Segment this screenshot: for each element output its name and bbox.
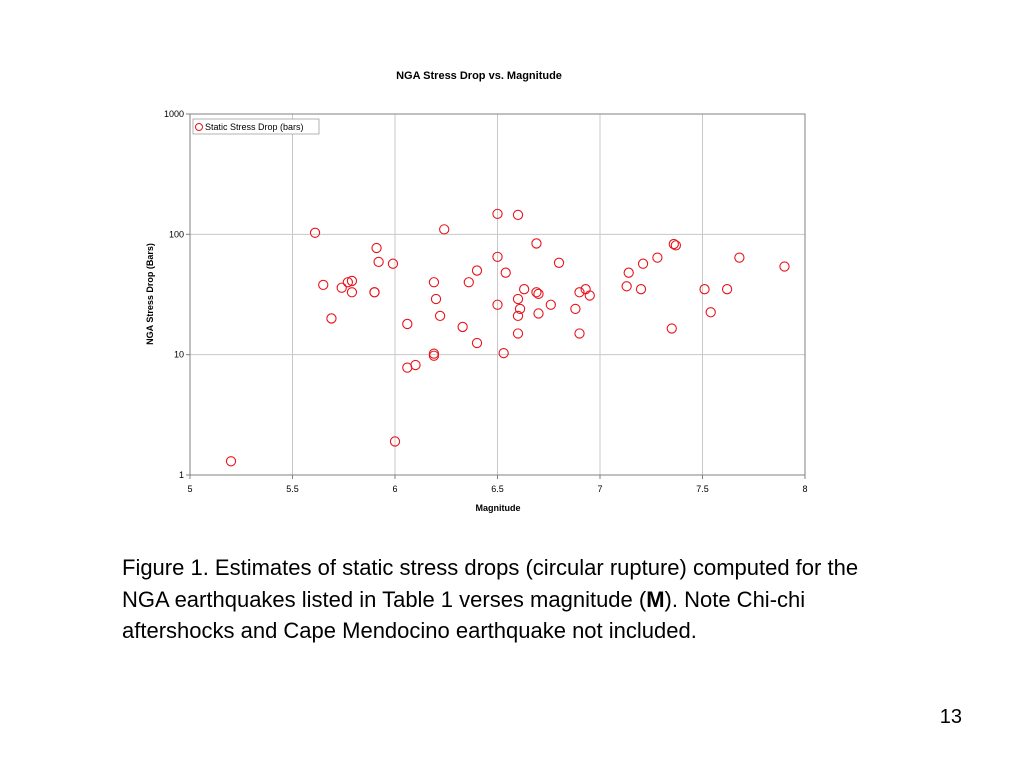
data-point bbox=[492, 208, 503, 219]
data-point bbox=[387, 258, 399, 269]
data-point bbox=[533, 308, 544, 319]
data-point bbox=[734, 252, 745, 263]
data-point bbox=[318, 279, 329, 291]
data-point bbox=[584, 290, 595, 301]
data-points bbox=[225, 208, 790, 467]
data-point bbox=[512, 293, 524, 305]
data-point bbox=[389, 436, 401, 447]
x-tick-label: 5.5 bbox=[286, 484, 299, 494]
y-tick-label: 1 bbox=[179, 470, 184, 480]
data-point bbox=[336, 282, 347, 293]
y-tick-label: 10 bbox=[174, 350, 184, 360]
data-point bbox=[346, 287, 358, 298]
data-point bbox=[498, 347, 509, 359]
data-point bbox=[500, 267, 511, 278]
data-point bbox=[779, 261, 790, 272]
data-point bbox=[531, 238, 542, 249]
legend-marker-circle-icon bbox=[195, 123, 203, 131]
data-point bbox=[699, 284, 710, 295]
data-point bbox=[623, 267, 634, 278]
scatter-chart: NGA Stress Drop vs. Magnitude 5 5.5 6 6.5 7 7… bbox=[145, 70, 808, 513]
legend-box bbox=[192, 118, 320, 135]
x-axis-title: Magnitude bbox=[476, 503, 521, 513]
x-tick-label: 7.5 bbox=[696, 484, 709, 494]
data-point bbox=[428, 277, 440, 288]
data-point bbox=[225, 456, 237, 467]
data-point bbox=[410, 359, 421, 371]
data-point bbox=[570, 303, 581, 315]
data-point bbox=[309, 227, 321, 238]
x-tick-label: 6.5 bbox=[491, 484, 504, 494]
y-tick-label: 100 bbox=[169, 229, 184, 239]
data-point bbox=[457, 321, 468, 333]
data-point bbox=[553, 257, 565, 268]
x-tick-label: 6 bbox=[392, 484, 397, 494]
y-axis-tick-labels: 1 10 100 1000 bbox=[164, 109, 184, 480]
data-point bbox=[342, 277, 353, 288]
data-point bbox=[439, 224, 450, 235]
data-point bbox=[668, 238, 679, 250]
x-axis-tick-labels: 5 5.5 6 6.5 7 7.5 8 bbox=[187, 484, 807, 494]
data-point bbox=[666, 323, 677, 334]
data-point bbox=[428, 350, 440, 361]
data-point bbox=[471, 337, 483, 349]
data-point bbox=[369, 287, 380, 298]
data-point bbox=[574, 287, 585, 298]
x-tick-label: 5 bbox=[187, 484, 192, 494]
gridlines bbox=[190, 114, 805, 475]
x-tick-label: 7 bbox=[597, 484, 602, 494]
data-point bbox=[652, 252, 663, 263]
caption-magnitude-symbol: M bbox=[646, 586, 665, 612]
data-point bbox=[434, 310, 446, 322]
page-number: 13 bbox=[939, 706, 962, 728]
data-point bbox=[471, 265, 483, 276]
data-point bbox=[492, 299, 503, 310]
axis-ticks bbox=[186, 113, 806, 479]
legend-label: Static Stress Drop (bars) bbox=[205, 122, 304, 132]
data-point bbox=[463, 277, 474, 288]
data-point bbox=[519, 284, 530, 295]
data-point bbox=[492, 251, 503, 262]
y-axis-title: NGA Stress Drop (Bars) bbox=[145, 243, 155, 345]
data-point bbox=[705, 307, 716, 318]
data-point bbox=[371, 242, 382, 254]
data-point bbox=[635, 284, 647, 295]
data-point bbox=[373, 256, 384, 268]
data-point bbox=[512, 209, 524, 221]
chart-title: NGA Stress Drop vs. Magnitude bbox=[396, 70, 562, 82]
data-point bbox=[721, 284, 733, 295]
data-point bbox=[428, 348, 440, 359]
data-point bbox=[514, 303, 526, 315]
data-point bbox=[402, 318, 413, 330]
data-point bbox=[670, 240, 681, 251]
x-tick-label: 8 bbox=[802, 484, 807, 494]
data-point bbox=[533, 288, 544, 300]
data-point bbox=[637, 258, 649, 269]
data-point bbox=[545, 299, 556, 310]
figure-caption: Figure 1. Estimates of static stress dro… bbox=[122, 552, 882, 647]
y-tick-label: 1000 bbox=[164, 109, 184, 119]
caption-text-start: Figure 1. Estimates of static stress dro… bbox=[122, 555, 859, 612]
data-point bbox=[326, 313, 337, 324]
data-point bbox=[512, 310, 524, 322]
data-point bbox=[621, 281, 632, 292]
data-point bbox=[346, 275, 358, 287]
legend: Static Stress Drop (bars) bbox=[192, 118, 320, 135]
caption-text-end: ). Note Chi-chi aftershocks and Cape Men… bbox=[122, 586, 806, 644]
data-point bbox=[512, 328, 524, 339]
data-point bbox=[574, 328, 585, 339]
data-point bbox=[531, 287, 542, 298]
data-point bbox=[430, 293, 442, 305]
